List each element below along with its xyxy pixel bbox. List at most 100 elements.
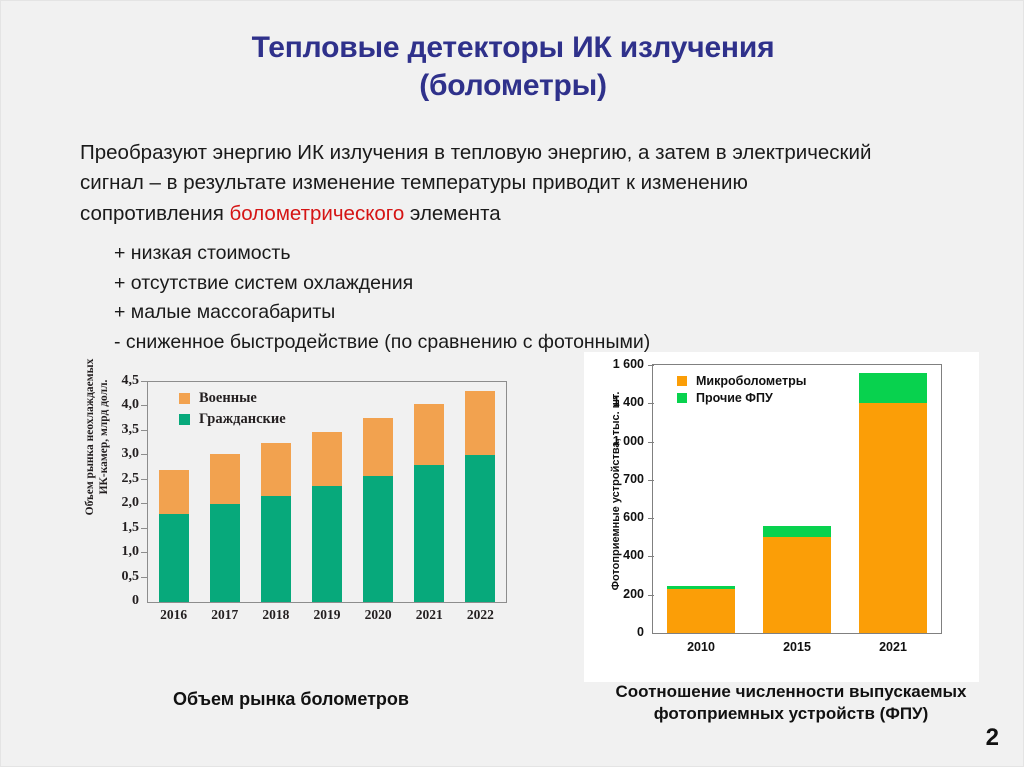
x-tick-label: 2019 xyxy=(313,607,341,622)
y-tick-label: 400 xyxy=(623,548,644,563)
y-tick-mark xyxy=(141,478,148,480)
list-item: + малые массогабариты xyxy=(114,301,336,324)
title-line-1: Тепловые детекторы ИК излучения xyxy=(251,31,775,64)
y-tick-label: 1,5 xyxy=(121,519,140,535)
x-tick-label: 2021 xyxy=(879,640,907,654)
bar-2021 xyxy=(414,382,445,602)
page-number: 2 xyxy=(985,724,999,751)
chart-left-plot-area xyxy=(147,381,507,603)
bar-2019 xyxy=(311,382,342,602)
legend-swatch-icon xyxy=(179,414,190,425)
legend-item-civil: Гражданские xyxy=(179,411,286,428)
bar-segment-military xyxy=(414,403,445,465)
chart-left-bars xyxy=(148,382,506,602)
bar-2018 xyxy=(260,382,291,602)
y-tick-label: 1 400 xyxy=(612,395,644,410)
title-line-2: (болометры) xyxy=(419,69,607,103)
caption-left-chart: Объем рынка болометров xyxy=(173,689,409,709)
x-tick-label: 2021 xyxy=(415,607,443,622)
y-tick-label: 700 xyxy=(623,471,644,486)
x-tick-label: 2016 xyxy=(160,607,188,622)
legend-swatch-icon xyxy=(677,393,687,403)
page-title: Тепловые детекторы ИК излучения (боломет… xyxy=(61,29,965,106)
bar-segment-civil xyxy=(209,504,240,602)
y-tick-mark xyxy=(648,518,654,520)
chart-right-bars xyxy=(653,365,941,633)
bar-segment-civil xyxy=(465,455,496,602)
bar-segment-civil xyxy=(158,514,189,602)
bar-segment-other-fpu xyxy=(763,525,831,538)
y-tick-mark xyxy=(141,503,148,505)
legend-swatch-icon xyxy=(179,393,190,404)
y-tick-mark xyxy=(648,556,654,558)
bar-segment-civil xyxy=(414,464,445,602)
y-tick-mark xyxy=(141,576,148,578)
list-item: + низкая стоимость xyxy=(114,242,291,264)
caption-right-line-1: Соотношение численности выпускаемых xyxy=(615,682,967,701)
y-tick-mark xyxy=(141,405,148,407)
bar-segment-civil xyxy=(260,495,291,602)
list-item: - сниженное быстродействие (по сравнению… xyxy=(114,330,651,353)
bar-segment-military xyxy=(363,418,394,476)
y-tick-mark xyxy=(648,365,654,366)
chart-market-volume: Объем рынка неохлаждаемых ИК-камер, млрд… xyxy=(59,359,521,663)
x-tick-label: 2022 xyxy=(466,607,494,622)
x-tick-label: 2015 xyxy=(783,640,811,654)
x-tick-label: 2017 xyxy=(211,607,239,622)
y-tick-label: 2,5 xyxy=(121,470,140,486)
x-tick-label: 2020 xyxy=(364,607,392,622)
chart-right-y-axis-ticks: 0 200 400 600 700 1 000 1 400 1 600 xyxy=(592,357,648,639)
body-text-after: элемента xyxy=(404,201,501,225)
y-tick-label: 600 xyxy=(623,510,644,525)
bar-segment-military xyxy=(260,443,291,496)
y-tick-label: 0 xyxy=(132,593,139,608)
bar-segment-microbolometers xyxy=(667,588,735,633)
bar-segment-military xyxy=(311,431,342,487)
bar-2015 xyxy=(763,365,831,633)
legend-item-microbolometers: Микроболометры xyxy=(677,374,806,388)
y-tick-label: 1,0 xyxy=(121,544,140,560)
chart-left-x-axis-ticks: 2016 2017 2018 2019 2020 2021 2022 xyxy=(148,607,506,623)
bar-2016 xyxy=(158,382,189,602)
y-tick-label: 0 xyxy=(637,625,644,639)
legend-swatch-icon xyxy=(677,376,687,386)
chart-right-legend: Микроболометры Прочие ФПУ xyxy=(677,374,806,408)
bar-segment-microbolometers xyxy=(763,537,831,633)
legend-label-other-fpu: Прочие ФПУ xyxy=(696,391,773,405)
bar-2017 xyxy=(209,382,240,602)
y-tick-label: 2,0 xyxy=(121,495,140,511)
bar-2021 xyxy=(859,365,927,633)
body-highlight-term: болометрического xyxy=(229,201,405,225)
y-tick-label: 200 xyxy=(623,586,644,601)
bar-segment-civil xyxy=(363,475,394,602)
x-tick-label: 2010 xyxy=(687,640,715,654)
legend-label-microbolometers: Микроболометры xyxy=(696,374,807,388)
bar-segment-other-fpu xyxy=(859,372,927,404)
legend-label-military: Военные xyxy=(199,390,257,406)
bar-segment-military xyxy=(465,390,496,456)
bar-segment-civil xyxy=(311,486,342,602)
y-tick-mark xyxy=(141,454,148,456)
list-item: + отсутствие систем охлаждения xyxy=(114,271,414,294)
y-tick-label: 3,5 xyxy=(121,421,140,437)
bar-2020 xyxy=(363,382,394,602)
legend-item-military: Военные xyxy=(179,390,286,407)
y-tick-label: 4,0 xyxy=(121,397,140,413)
legend-item-other-fpu: Прочие ФПУ xyxy=(677,391,806,405)
bullet-list: + низкая стоимость + отсутствие систем о… xyxy=(114,239,914,358)
chart-photodetector-count: Фотоприемные устройства, тыс. шт. 0 200 40… xyxy=(584,352,979,682)
bar-segment-military xyxy=(209,454,240,505)
y-tick-label: 0,5 xyxy=(121,568,140,584)
y-tick-mark xyxy=(141,429,148,431)
x-tick-label: 2018 xyxy=(262,607,290,622)
bar-segment-other-fpu xyxy=(667,586,735,589)
body-paragraph: Преобразуют энергию ИК излучения в тепло… xyxy=(80,138,890,229)
caption-right-chart: Соотношение численности выпускаемых фото… xyxy=(561,681,1021,726)
chart-right-x-axis-ticks: 2010 2015 2021 xyxy=(653,640,941,654)
caption-right-line-2: фотоприемных устройств (ФПУ) xyxy=(653,704,929,724)
y-tick-label: 1 000 xyxy=(612,433,644,448)
y-tick-mark xyxy=(141,527,148,529)
legend-label-civil: Гражданские xyxy=(199,411,286,427)
y-tick-mark xyxy=(141,381,148,382)
